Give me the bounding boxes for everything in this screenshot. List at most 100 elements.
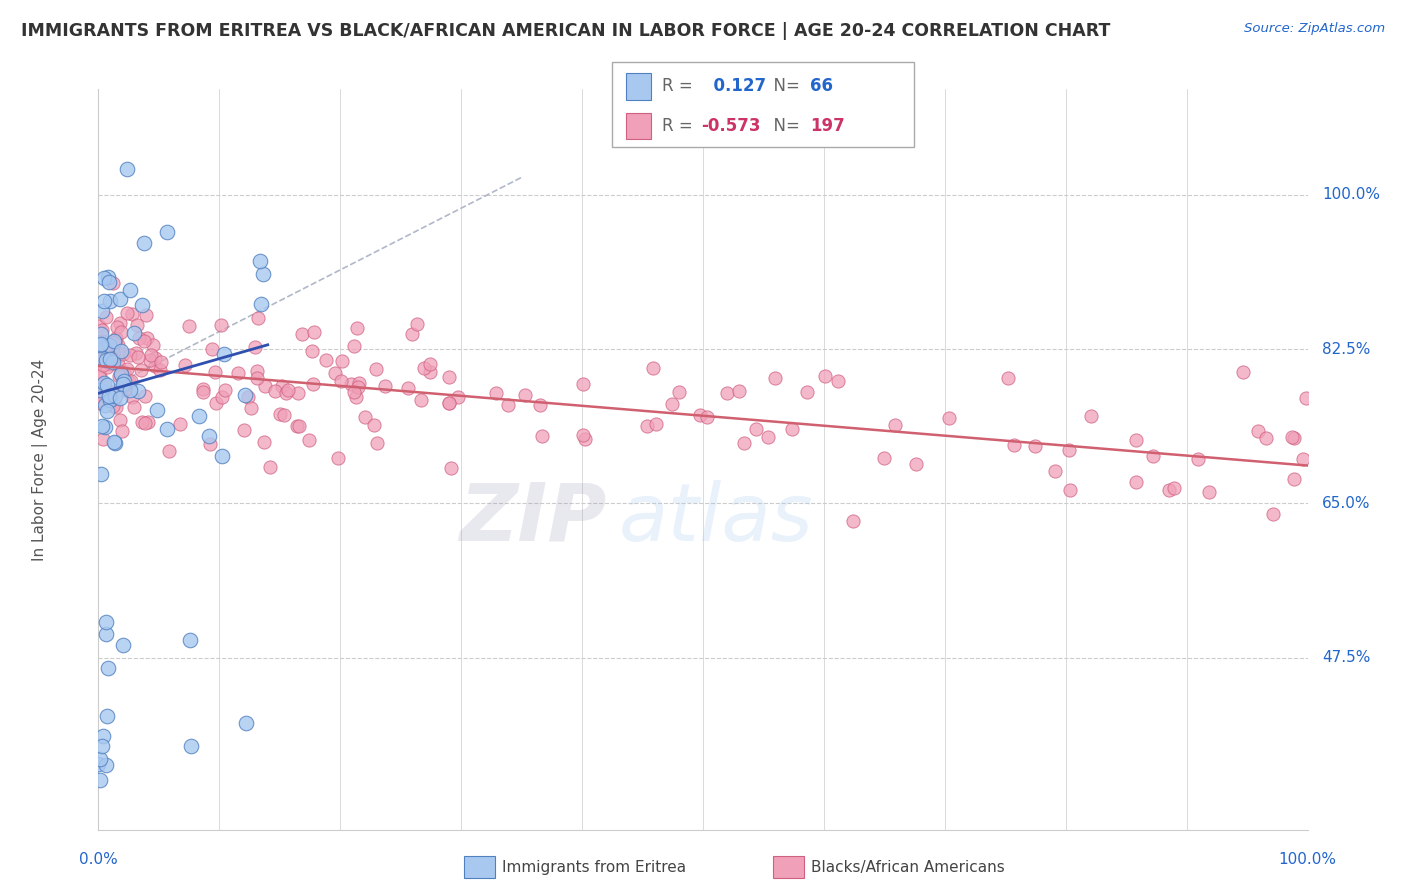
Point xyxy=(1043,464,1066,478)
Point xyxy=(211,390,233,404)
Text: In Labor Force | Age 20-24: In Labor Force | Age 20-24 xyxy=(32,359,48,560)
Point xyxy=(149,355,172,369)
Point xyxy=(89,395,111,409)
Point xyxy=(302,325,325,339)
Point xyxy=(191,382,214,396)
Text: R =: R = xyxy=(662,78,699,95)
Point xyxy=(205,396,228,410)
Point xyxy=(235,716,257,731)
Point xyxy=(447,391,470,405)
Point xyxy=(125,318,148,333)
Point xyxy=(689,408,711,422)
Point xyxy=(354,410,377,425)
Point xyxy=(110,368,132,382)
Point xyxy=(122,400,145,414)
Point xyxy=(1057,442,1080,457)
Point xyxy=(904,457,927,471)
Point xyxy=(1024,439,1046,453)
Point xyxy=(179,632,201,647)
Point xyxy=(330,353,353,368)
Point xyxy=(668,384,690,399)
Point xyxy=(328,450,350,465)
Point xyxy=(103,435,125,450)
Point xyxy=(91,336,114,351)
Point xyxy=(756,430,779,444)
Point xyxy=(96,360,118,375)
Point xyxy=(243,340,266,354)
Point xyxy=(143,359,166,374)
Point xyxy=(413,361,436,376)
Point xyxy=(91,351,114,365)
Point xyxy=(91,304,114,318)
Point xyxy=(780,422,803,436)
Point xyxy=(105,331,128,345)
Point xyxy=(233,424,256,438)
Point xyxy=(139,348,162,362)
Text: Immigrants from Eritrea: Immigrants from Eritrea xyxy=(502,860,686,874)
Point xyxy=(103,334,125,348)
Point xyxy=(1232,365,1254,379)
Point xyxy=(135,308,157,322)
Point xyxy=(344,390,367,404)
Text: Source: ZipAtlas.com: Source: ZipAtlas.com xyxy=(1244,22,1385,36)
Point xyxy=(110,344,132,359)
Point xyxy=(347,380,370,394)
Point xyxy=(187,409,209,423)
Point xyxy=(97,389,120,403)
Point xyxy=(94,757,117,772)
Point xyxy=(96,709,118,723)
Point xyxy=(118,376,141,390)
Text: -0.573: -0.573 xyxy=(702,117,761,135)
Point xyxy=(997,370,1019,384)
Point xyxy=(101,400,124,414)
Point xyxy=(142,338,165,352)
Point xyxy=(98,393,121,408)
Point xyxy=(1163,481,1185,495)
Point xyxy=(131,297,153,311)
Point xyxy=(814,368,837,383)
Point xyxy=(1281,430,1303,444)
Point xyxy=(644,417,666,431)
Point xyxy=(98,275,121,289)
Point xyxy=(128,331,150,345)
Point xyxy=(107,337,129,351)
Point xyxy=(96,627,118,641)
Point xyxy=(315,352,337,367)
Point xyxy=(100,385,122,400)
Point xyxy=(97,660,120,674)
Point xyxy=(364,362,387,376)
Point xyxy=(112,638,135,652)
Point xyxy=(104,436,127,450)
Point xyxy=(191,384,214,399)
Point xyxy=(156,422,179,436)
Point xyxy=(1295,391,1317,405)
Point xyxy=(259,460,281,475)
Text: 66: 66 xyxy=(810,78,832,95)
Point xyxy=(200,437,222,451)
Point xyxy=(149,362,172,376)
Point xyxy=(121,307,143,321)
Point xyxy=(94,398,117,412)
Point xyxy=(108,347,131,361)
Point xyxy=(94,341,117,355)
Point xyxy=(87,368,110,383)
Point xyxy=(103,346,125,360)
Point xyxy=(197,428,219,442)
Point xyxy=(87,757,110,772)
Point xyxy=(254,378,277,392)
Point xyxy=(1263,507,1285,521)
Point xyxy=(1282,471,1305,485)
Point xyxy=(98,338,121,352)
Point xyxy=(118,283,141,297)
Point xyxy=(96,404,118,418)
Point xyxy=(727,384,749,398)
Point xyxy=(112,374,135,388)
Point xyxy=(1157,483,1180,497)
Point xyxy=(325,366,347,380)
Point xyxy=(110,368,132,383)
Point xyxy=(363,417,385,432)
Text: 65.0%: 65.0% xyxy=(1322,496,1371,511)
Point xyxy=(103,351,125,365)
Point xyxy=(89,752,111,766)
Point xyxy=(498,398,520,412)
